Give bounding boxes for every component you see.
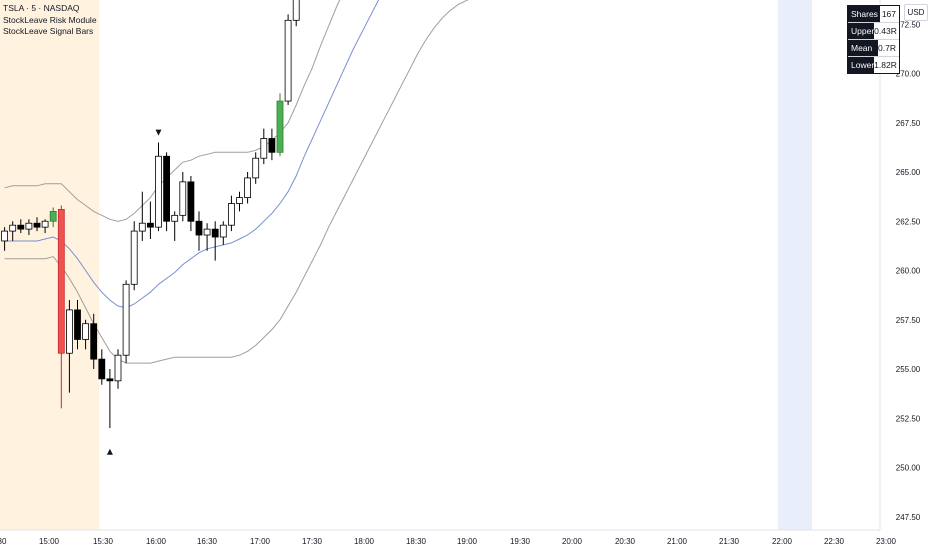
price-tick-label: 260.00 (896, 267, 921, 276)
candle-body (25, 222, 33, 230)
candle-body (122, 283, 130, 356)
currency-badge[interactable]: USD (904, 4, 928, 21)
candle-body (268, 138, 276, 153)
time-tick-label: 19:00 (457, 537, 478, 546)
time-tick-label: 18:00 (354, 537, 375, 546)
price-tick-label: 250.00 (896, 464, 921, 473)
candle-body (292, 0, 300, 21)
symbol-info[interactable]: TSLA · 5 · NASDAQ (3, 3, 80, 13)
time-tick-label: 17:30 (302, 537, 323, 546)
chart-legend: TSLA · 5 · NASDAQ StockLeave Risk Module… (3, 3, 97, 38)
time-tick-label: 22:00 (772, 537, 793, 546)
candle-body (41, 220, 49, 228)
candle-body (90, 323, 98, 360)
time-tick-label: 21:00 (667, 537, 688, 546)
candle-body (33, 222, 41, 228)
time-tick-label: 15:30 (93, 537, 114, 546)
price-tick-label: 252.50 (896, 414, 921, 423)
indicator-label-signal-bars[interactable]: StockLeave Signal Bars (3, 26, 94, 36)
upper-band-line (4, 0, 341, 222)
time-tick-label: 15:00 (39, 537, 60, 546)
candle-body (171, 214, 179, 222)
candle-body (138, 222, 146, 232)
stats-key: Shares (848, 6, 880, 22)
candle-body (219, 224, 227, 238)
candle-body (82, 323, 89, 340)
candle-body (244, 177, 252, 199)
candle-body (203, 228, 211, 236)
price-tick-label: 257.50 (896, 316, 921, 325)
time-tick-label: 18:30 (406, 537, 427, 546)
candle-body (260, 138, 268, 159)
candle-body (114, 354, 122, 382)
postmarket-background (778, 0, 812, 530)
time-tick-label: 30 (0, 537, 7, 546)
candle-body (66, 309, 73, 354)
stats-row-shares: Shares 167 (848, 6, 899, 23)
candle-body (57, 209, 65, 354)
stats-value: 0.43R (874, 26, 897, 36)
candle-body (163, 155, 171, 222)
price-tick-label: 265.00 (896, 168, 921, 177)
risk-stats-table: Shares 167 Upper 0.43R Mean 0.7R Lower 1… (847, 5, 900, 74)
time-tick-label: 21:30 (719, 537, 740, 546)
stats-row-upper: Upper 0.43R (848, 23, 899, 40)
stats-key: Mean (848, 40, 879, 56)
time-tick-label: 17:00 (250, 537, 271, 546)
candle-body (236, 197, 243, 204)
candle-body (146, 222, 154, 228)
candle-body (187, 181, 195, 222)
indicator-label-risk-module[interactable]: StockLeave Risk Module (3, 14, 97, 25)
time-tick-label: 16:30 (197, 537, 218, 546)
price-tick-label: 262.50 (896, 217, 921, 226)
price-tick-label: 247.50 (896, 513, 921, 522)
candle-body (49, 210, 57, 222)
stats-value: 0.7R (878, 43, 896, 53)
candle-body (211, 228, 219, 238)
candle-body (98, 358, 106, 380)
signal-triangle-up (106, 448, 113, 455)
premarket-background (0, 0, 99, 530)
candle-body (276, 100, 284, 153)
candle-body (1, 230, 8, 242)
stats-value: 1.82R (874, 60, 897, 70)
stats-row-lower: Lower 1.82R (848, 57, 899, 73)
stats-key: Lower (848, 57, 875, 73)
time-tick-label: 23:00 (876, 537, 897, 546)
price-tick-label: 267.50 (896, 119, 921, 128)
signal-triangle-down (155, 129, 162, 136)
stats-key: Upper (848, 23, 875, 39)
candle-body (155, 155, 162, 228)
stats-row-mean: Mean 0.7R (848, 40, 899, 57)
time-tick-label: 19:30 (510, 537, 531, 546)
candle-body (106, 378, 114, 382)
price-tick-label: 270.00 (896, 70, 921, 79)
candle-body (130, 230, 138, 285)
mean-line (4, 0, 380, 309)
candle-body (179, 181, 187, 216)
price-tick-label: 272.50 (896, 20, 921, 29)
candle-body (252, 157, 260, 179)
candle-body (195, 220, 203, 236)
stats-value: 167 (881, 9, 896, 19)
time-tick-label: 20:00 (562, 537, 583, 546)
candle-body (227, 203, 235, 226)
time-tick-label: 22:30 (824, 537, 845, 546)
candle-body (74, 309, 81, 340)
candle-body (284, 19, 292, 102)
time-tick-label: 20:30 (615, 537, 636, 546)
time-tick-label: 16:00 (146, 537, 167, 546)
lower-band-line (4, 0, 469, 364)
candle-body (17, 224, 25, 230)
candle-body (9, 224, 17, 232)
price-tick-label: 255.00 (896, 365, 921, 374)
